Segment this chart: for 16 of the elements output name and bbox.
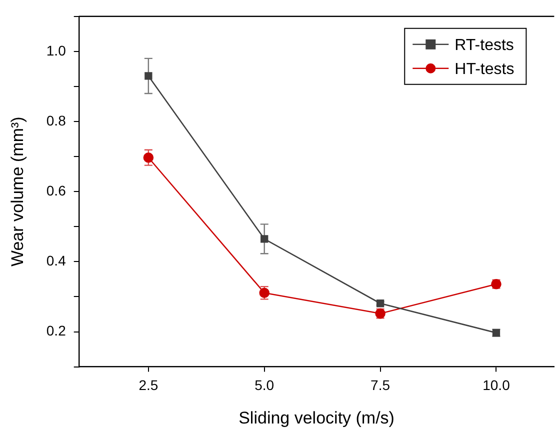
x-tick-label: 7.5 — [370, 377, 390, 394]
y-tick-label: 0.6 — [46, 182, 66, 198]
point — [143, 152, 154, 163]
x-tick-label: 10.0 — [482, 377, 510, 394]
x-tick-label: 2.5 — [138, 377, 158, 394]
y-axis-title: Wear volume (mm³) — [8, 116, 27, 267]
x-tick-label: 5.0 — [254, 377, 274, 394]
point — [260, 235, 268, 243]
point — [144, 72, 152, 80]
y-tick-label: 0.4 — [46, 252, 66, 269]
legend-label: RT-tests — [454, 36, 514, 54]
y-tick-label: 0.8 — [46, 112, 66, 128]
x-axis-title: Sliding velocity (m/s) — [238, 408, 394, 428]
y-tick-label: 1.0 — [46, 42, 66, 58]
y-tick-label: 0.2 — [46, 322, 66, 339]
legend-label: HT-tests — [454, 60, 514, 78]
